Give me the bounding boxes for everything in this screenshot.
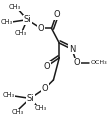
Text: O: O xyxy=(43,62,50,71)
Text: O: O xyxy=(37,24,44,33)
Text: CH₃: CH₃ xyxy=(14,30,26,36)
Text: Si: Si xyxy=(23,15,31,24)
Text: N: N xyxy=(69,45,75,54)
Text: Si: Si xyxy=(26,94,34,103)
Text: CH₃: CH₃ xyxy=(3,92,15,98)
Text: O: O xyxy=(53,10,60,19)
Text: O: O xyxy=(73,58,80,67)
Text: OCH₃: OCH₃ xyxy=(90,60,107,65)
Text: CH₃: CH₃ xyxy=(35,105,47,111)
Text: O: O xyxy=(41,84,48,93)
Text: CH₃: CH₃ xyxy=(11,109,24,115)
Text: CH₃: CH₃ xyxy=(9,4,21,10)
Text: CH₃: CH₃ xyxy=(1,19,13,25)
